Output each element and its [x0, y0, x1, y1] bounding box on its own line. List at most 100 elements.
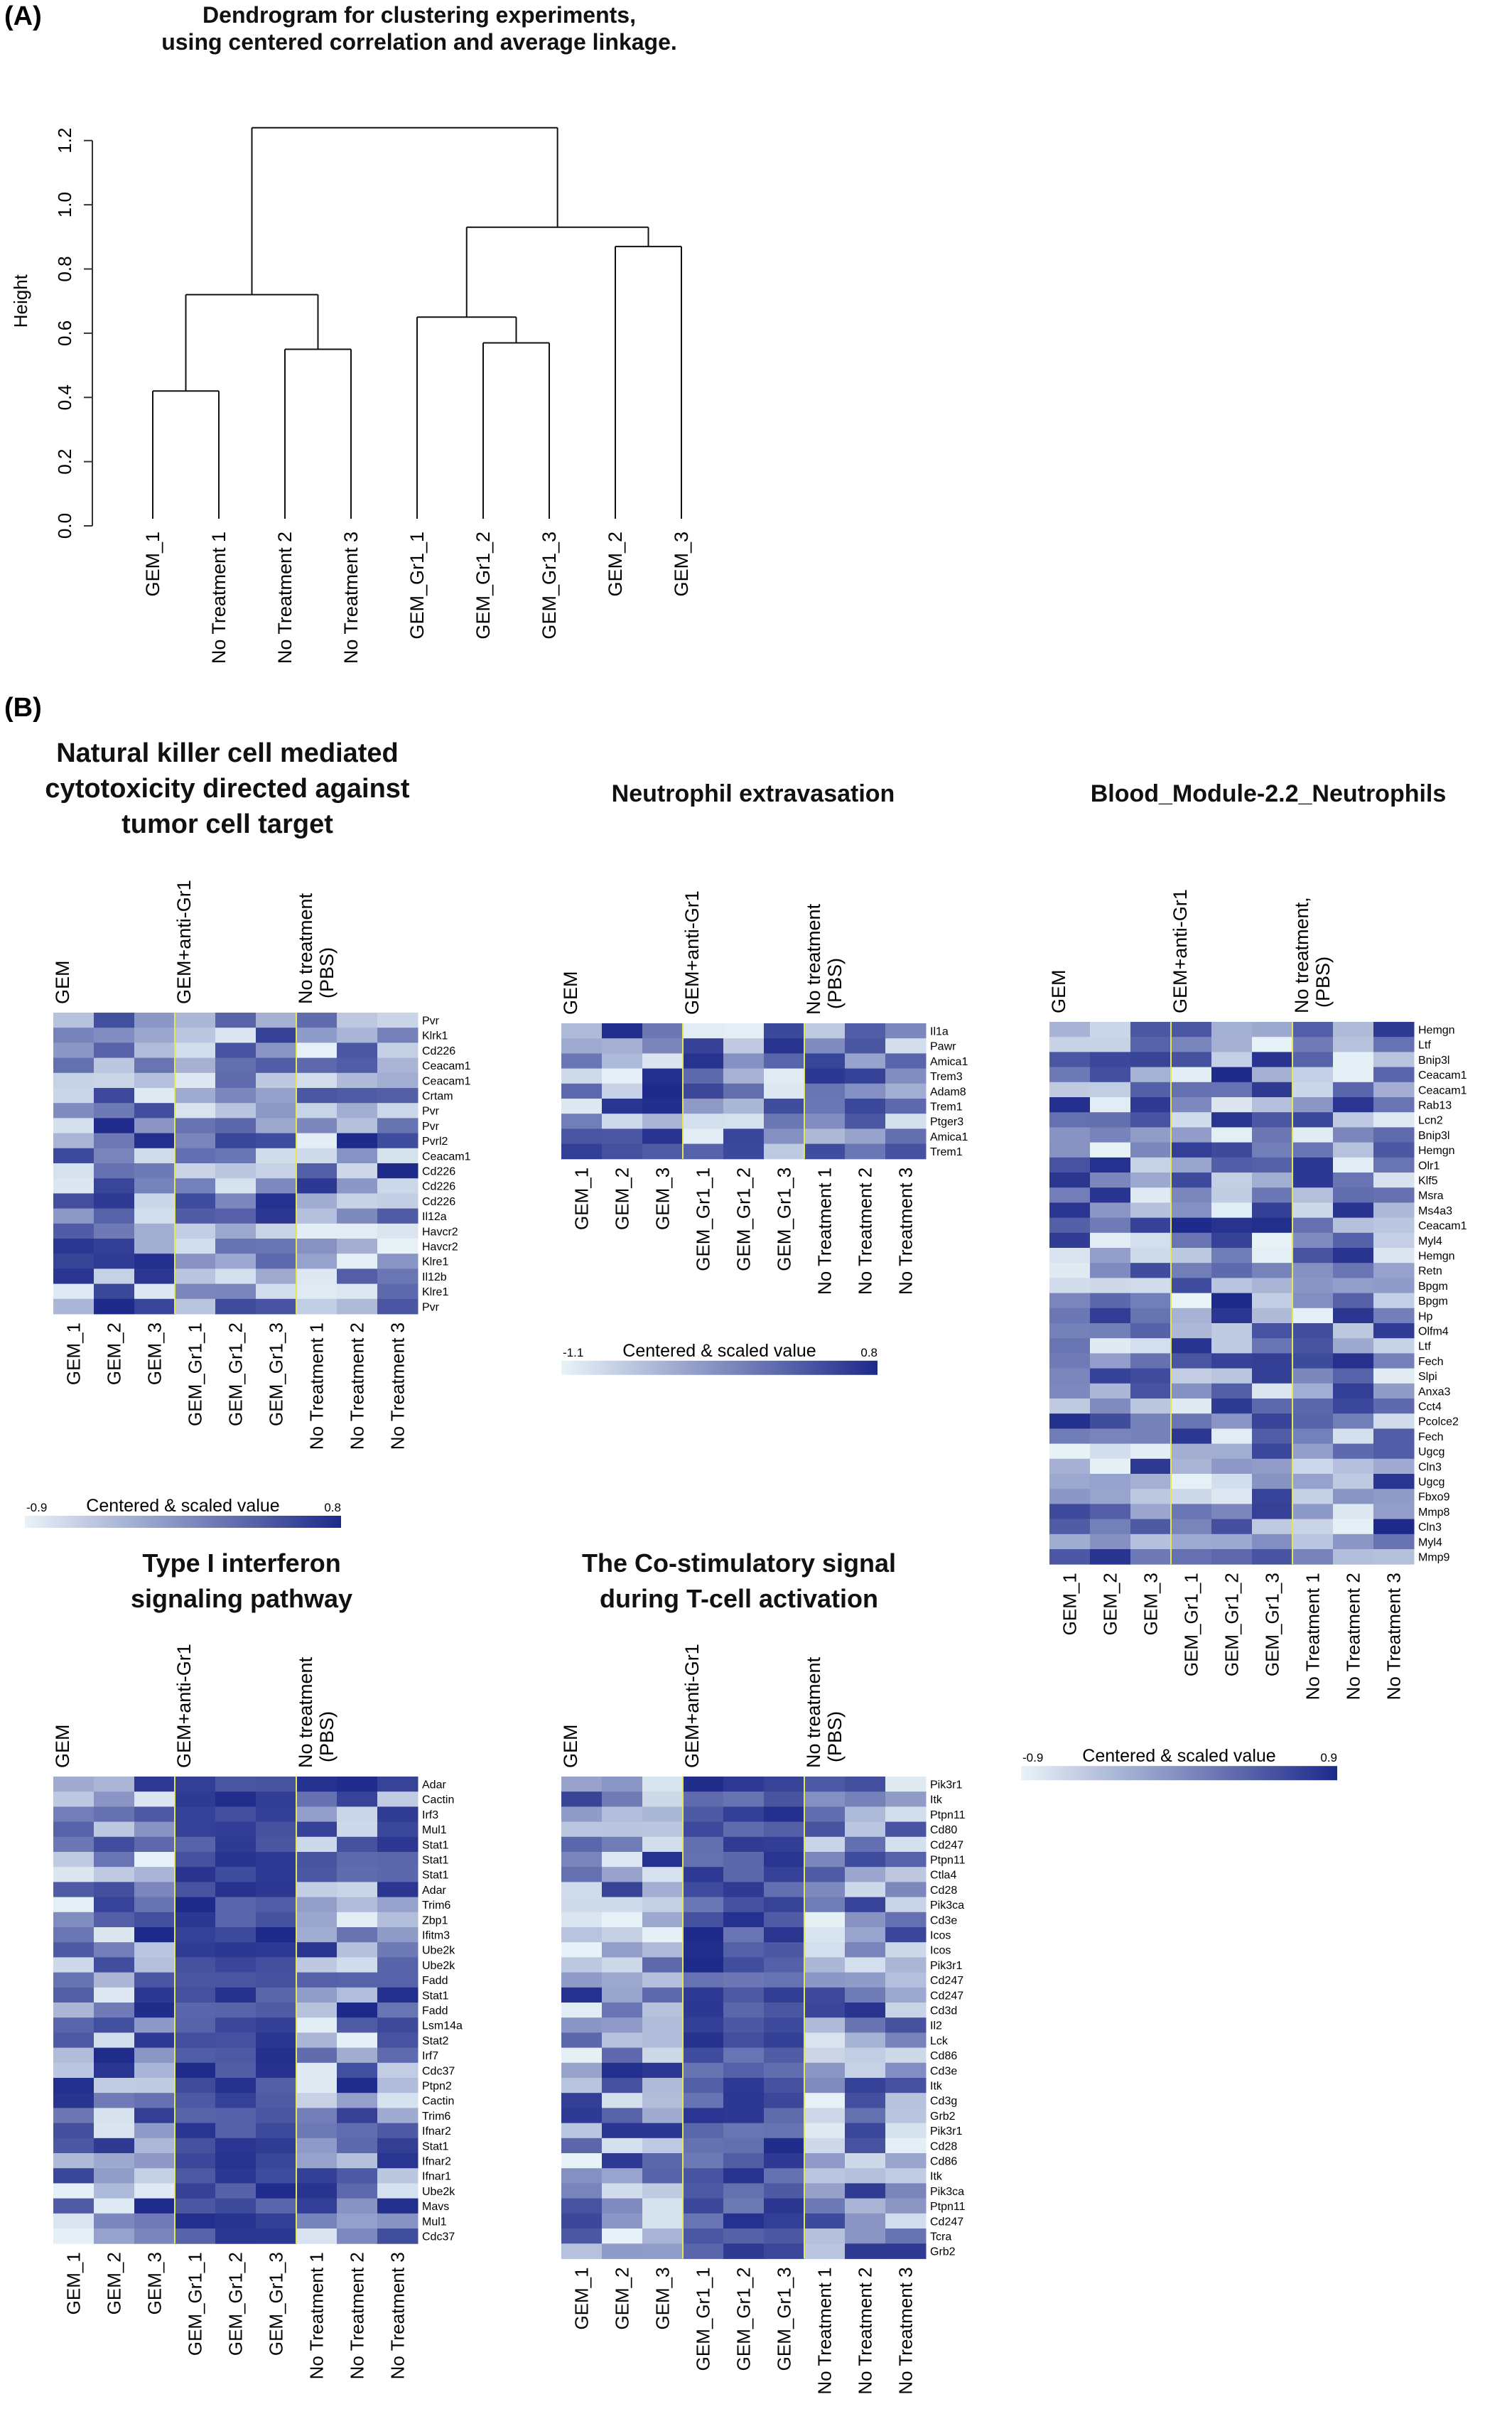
- gene-label: Klrk1: [422, 1030, 448, 1042]
- heatmap-cell: [723, 2123, 765, 2139]
- heatmap-cell: [561, 1987, 603, 2003]
- heatmap-cell: [134, 1268, 176, 1285]
- heatmap-cell: [1292, 1353, 1334, 1369]
- legend-min: -0.9: [26, 1501, 47, 1514]
- heatmap-cell: [337, 2003, 378, 2018]
- heatmap-cell: [1049, 1022, 1091, 1038]
- heatmap-cell: [1252, 1519, 1293, 1535]
- heatmap-cell: [1171, 1308, 1212, 1324]
- heatmap-cell: [642, 1972, 684, 1988]
- heatmap-cell: [885, 1777, 927, 1792]
- heatmap-cell: [1130, 1534, 1172, 1550]
- heatmap-cell: [1090, 1173, 1131, 1188]
- column-label: GEM_2: [104, 2252, 125, 2314]
- column-label: No Treatment 2: [855, 1168, 876, 1295]
- heatmap-cell: [1252, 1263, 1293, 1278]
- column-label: No Treatment 1: [814, 2267, 836, 2394]
- heatmap-cell: [683, 1927, 724, 1943]
- heatmap-cell: [94, 1223, 135, 1239]
- heatmap-cell: [1171, 1428, 1212, 1445]
- heatmap-cell: [94, 1987, 135, 2003]
- heatmap-cell: [1333, 1052, 1374, 1068]
- heatmap-cell: [215, 1028, 256, 1043]
- heatmap-cell: [885, 2183, 927, 2199]
- gene-label: Ube2k: [422, 2186, 455, 2198]
- heatmap-cell: [296, 1133, 338, 1149]
- heatmap-cell: [256, 1148, 297, 1164]
- gene-label: Cd247: [930, 1839, 963, 1851]
- heatmap-cell: [642, 1867, 684, 1882]
- heatmap-cell: [377, 1223, 418, 1239]
- heatmap-cell: [845, 2228, 886, 2244]
- group-label: No treatment: [295, 1656, 316, 1768]
- heatmap-cell: [1252, 1157, 1293, 1173]
- heatmap-cell: [1171, 1052, 1212, 1068]
- heatmap-cell: [642, 1791, 684, 1807]
- heatmap-cell: [885, 1836, 927, 1853]
- heatmap-cell: [175, 2138, 216, 2154]
- heatmap-cell: [561, 1806, 603, 1823]
- heatmap-cell: [215, 1013, 256, 1028]
- gene-label: Cln3: [1418, 1521, 1442, 1534]
- heatmap-cell: [134, 1223, 176, 1239]
- heatmap-cell: [683, 1128, 724, 1145]
- heatmap-cell: [175, 1239, 216, 1254]
- heatmap-cell: [53, 1193, 94, 1209]
- heatmap-cell: [1090, 1489, 1131, 1504]
- heatmap-cell: [94, 1072, 135, 1089]
- heatmap-cell: [885, 1942, 927, 1958]
- heatmap-cell: [804, 1912, 846, 1928]
- heatmap-cell: [804, 1836, 846, 1853]
- heatmap-cell: [885, 2093, 927, 2108]
- column-label: GEM_Gr1_1: [693, 2267, 714, 2371]
- heatmap-cell: [885, 1972, 927, 1988]
- column-label: GEM_2: [1100, 1573, 1121, 1635]
- heatmap-title-nk-line2: cytotoxicity directed against: [45, 774, 410, 804]
- heatmap-cell: [804, 1806, 846, 1823]
- heatmap-cell: [175, 1298, 216, 1315]
- gene-label: Bpgm: [1418, 1281, 1448, 1293]
- column-label: GEM_1: [63, 2252, 85, 2314]
- heatmap-cell: [683, 2123, 724, 2139]
- y-tick-label: 0.2: [54, 449, 75, 475]
- heatmap-cell: [642, 1957, 684, 1973]
- heatmap-cell: [53, 2198, 94, 2214]
- heatmap-cell: [53, 2168, 94, 2184]
- heatmap-cell: [723, 2228, 765, 2244]
- column-label: GEM_Gr1_1: [185, 1322, 206, 1426]
- column-label: GEM_3: [1140, 1573, 1162, 1635]
- heatmap-cell: [683, 1053, 724, 1069]
- heatmap-cell: [723, 2047, 765, 2064]
- heatmap-cell: [134, 2153, 176, 2169]
- gene-label: Adar: [422, 1779, 446, 1791]
- heatmap-nk-cytotoxicity: GEM GEM+anti-Gr1 No treatment (PBS) Pvr Klrk1…: [25, 880, 471, 1528]
- heatmap-cell: [134, 2198, 176, 2214]
- heatmap-cell: [175, 1882, 216, 1898]
- heatmap-cell: [53, 1957, 94, 1973]
- gene-label: Pvr: [422, 1106, 440, 1118]
- heatmap-cell: [94, 1239, 135, 1254]
- heatmap-cell: [94, 1118, 135, 1134]
- heatmap-cell: [885, 2017, 927, 2033]
- heatmap-cell: [602, 2198, 643, 2214]
- heatmap-cell: [215, 1806, 256, 1823]
- heatmap-cell: [1333, 1112, 1374, 1128]
- heatmap-cell: [561, 2062, 603, 2079]
- panel-a-letter: (A): [4, 1, 42, 31]
- heatmap-cell: [1333, 1293, 1374, 1309]
- heatmap-cell: [602, 2093, 643, 2108]
- heatmap-cell: [885, 1023, 927, 1039]
- heatmap-cell: [1252, 1413, 1293, 1429]
- heatmap-cell: [175, 1013, 216, 1028]
- heatmap-cell: [845, 2123, 886, 2139]
- heatmap-cell: [215, 1957, 256, 1973]
- gene-label: Fadd: [422, 1975, 448, 1987]
- heatmap-cell: [804, 2062, 846, 2079]
- heatmap-cell: [1090, 1067, 1131, 1083]
- heatmap-cell: [845, 2213, 886, 2229]
- heatmap-cell: [683, 2168, 724, 2184]
- heatmap-cell: [1252, 1278, 1293, 1294]
- heatmap-cell: [1090, 1022, 1131, 1038]
- heatmap-cell: [215, 2032, 256, 2049]
- heatmap-cell: [1090, 1263, 1131, 1278]
